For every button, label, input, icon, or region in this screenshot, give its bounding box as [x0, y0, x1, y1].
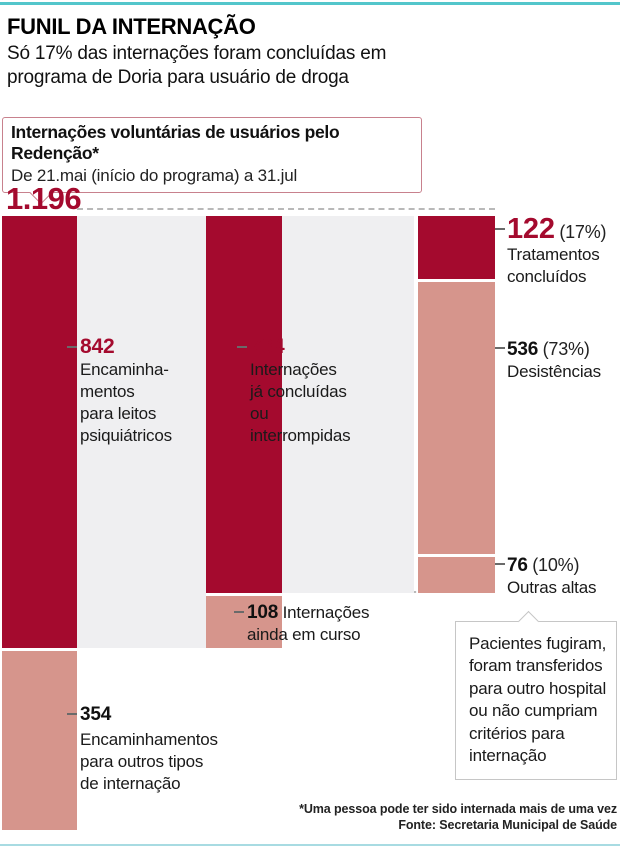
- label-122-line: Tratamentos: [507, 245, 600, 264]
- tick-mark: [67, 713, 77, 715]
- top-rule: [0, 2, 620, 5]
- funnel-gap-block-1: [77, 216, 206, 649]
- annotation-line: Pacientes fugiram,: [469, 634, 607, 653]
- label-734-value: 734: [250, 335, 285, 358]
- label-842-value: 842: [80, 335, 115, 358]
- label-108-line: ainda em curso: [247, 625, 361, 644]
- label-122-line: concluídos: [507, 267, 587, 286]
- label-842-line: psiquiátricos: [80, 426, 172, 445]
- label-842-line: Encaminha-: [80, 360, 169, 379]
- label-354-line: para outros tipos: [80, 752, 204, 771]
- funnel-segment-354: [2, 648, 77, 831]
- label-536-value: 536: [507, 339, 539, 360]
- label-734-line: Internações: [250, 360, 337, 379]
- source: Fonte: Secretaria Municipal de Saúde: [398, 818, 617, 832]
- footer: *Uma pessoa pode ter sido internada mais…: [217, 801, 617, 833]
- label-536: 536 (73%) Desistências: [495, 338, 601, 383]
- label-734-line: interrompidas: [250, 426, 351, 445]
- label-108-value: 108: [247, 602, 279, 623]
- label-76-line: Outras altas: [507, 578, 597, 597]
- label-842: 842 Encaminha- mentos para leitos psiqui…: [67, 335, 172, 447]
- tick-mark: [234, 611, 244, 613]
- label-734: 734 Internações já concluídas ou interro…: [237, 335, 351, 447]
- annotation-line: internação: [469, 746, 547, 766]
- label-354-line: Encaminhamentos: [80, 730, 218, 749]
- label-122-value: 122: [507, 213, 555, 245]
- tick-mark: [67, 346, 77, 348]
- label-842-line: mentos: [80, 382, 135, 401]
- tick-mark: [495, 228, 505, 230]
- chart-title-callout: Internações voluntárias de usuários pelo…: [2, 117, 422, 193]
- funnel-segment-842: [2, 216, 77, 649]
- funnel-segment-76: [418, 553, 495, 593]
- funnel-column-referrals: [2, 216, 77, 831]
- label-122-pct: (17%): [559, 222, 607, 242]
- annotation-line: critérios para: [469, 723, 565, 743]
- label-536-line: Desistências: [507, 362, 601, 381]
- label-734-line: ou: [250, 404, 269, 423]
- annotation-line: para outro hospital: [469, 678, 607, 698]
- bottom-rule: [0, 844, 620, 846]
- annotation-box: Pacientes fugiram, foram transferidos pa…: [455, 621, 617, 781]
- label-76-pct: (10%): [532, 555, 580, 575]
- label-354-value: 354: [80, 704, 112, 725]
- annotation-line: foram transferidos: [469, 656, 603, 676]
- label-122: 122 (17%) Tratamentos concluídos: [495, 213, 607, 288]
- chart-title: Internações voluntárias de usuários pelo…: [11, 122, 340, 163]
- label-536-pct: (73%): [542, 339, 590, 359]
- chart-period: De 21.mai (início do programa) a 31.jul: [11, 166, 298, 185]
- funnel-segment-108: [206, 592, 282, 649]
- funnel-column-psychiatric-beds: [206, 216, 282, 649]
- tick-mark: [495, 563, 505, 565]
- label-76-value: 76: [507, 555, 528, 576]
- funnel-column-outcomes: [418, 216, 495, 593]
- funnel-segment-734: [206, 216, 282, 593]
- label-734-line: já concluídas: [250, 382, 347, 401]
- page-title: FUNIL DA INTERNAÇÃO: [7, 14, 256, 39]
- tick-mark: [495, 347, 505, 349]
- label-842-line: para leitos: [80, 404, 157, 423]
- total-value: 1.196: [6, 181, 82, 216]
- page-subtitle: Só 17% das internações foram concluídas …: [7, 42, 386, 90]
- label-108: 108 Internações ainda em curso: [234, 602, 370, 646]
- funnel-gap-block-2: [282, 216, 414, 593]
- funnel-segment-536: [418, 278, 495, 554]
- label-354-line: de internação: [80, 774, 181, 793]
- annotation-line: ou não cumpriam: [469, 701, 598, 721]
- subtitle-line-2: programa de Doria para usuário de droga: [7, 67, 349, 88]
- footnote: *Uma pessoa pode ter sido internada mais…: [299, 802, 617, 816]
- label-108-rest: Internações: [282, 603, 370, 622]
- label-76: 76 (10%) Outras altas: [495, 554, 597, 599]
- funnel-segment-122: [418, 216, 495, 279]
- label-354: 354 Encaminhamentos para outros tipos de…: [67, 704, 218, 795]
- subtitle-line-1: Só 17% das internações foram concluídas …: [7, 43, 387, 64]
- tick-mark: [237, 346, 247, 348]
- dashed-guide-top: [77, 208, 495, 210]
